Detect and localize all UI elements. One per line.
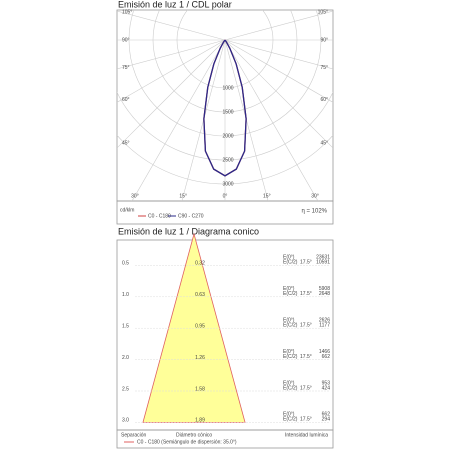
ec2-value: 1177 <box>319 323 330 329</box>
ec2-label: E(C/2) <box>283 385 298 391</box>
angle-tick-label: 90° <box>122 37 130 43</box>
separation-label: Separación <box>121 432 147 438</box>
e0-label: E(0°) <box>283 318 295 324</box>
angle-tick-label: 60° <box>320 97 328 103</box>
diameter-value: 1.89 <box>195 418 205 424</box>
e0-value: 1466 <box>319 349 330 355</box>
intensity-label: Intensidad lumínica <box>285 432 328 438</box>
r-tick-label: 1500 <box>222 109 233 115</box>
half-angle: 17.5° <box>300 323 312 329</box>
ec2-label: E(C/2) <box>283 354 298 360</box>
ec2-label: E(C/2) <box>283 260 298 266</box>
diameter-value: 1.26 <box>195 355 205 361</box>
ec2-label: E(C/2) <box>283 323 298 329</box>
grid-spoke <box>117 39 226 70</box>
legend-label: C90 - C270 <box>178 213 204 219</box>
angle-tick-label: 45° <box>320 140 328 146</box>
angle-tick-label: 0° <box>223 193 228 199</box>
polar-curve <box>203 39 247 177</box>
e0-value: 953 <box>322 380 331 386</box>
e0-label: E(0°) <box>283 412 295 418</box>
grid-spoke <box>117 10 226 41</box>
distance-label: 3.0 <box>122 418 129 424</box>
e0-value: 662 <box>322 412 331 418</box>
distance-label: 2.5 <box>122 386 129 392</box>
legend-label: C0 - C180 (Semiángulo de dispersión: 35.… <box>137 439 237 445</box>
polar-grid <box>117 10 333 201</box>
diameter-value: 0.63 <box>195 292 205 298</box>
angle-tick-label: 105° <box>318 10 328 16</box>
grid-spoke <box>224 39 333 149</box>
cone-title: Emisión de luz 1 / Diagrama conico <box>118 226 259 236</box>
e0-label: E(0°) <box>283 380 295 386</box>
cone-legend-frame <box>116 429 334 449</box>
diameter-value: 0.32 <box>195 261 205 267</box>
ec2-label: E(C/2) <box>283 417 298 423</box>
angle-tick-label: 90° <box>320 37 328 43</box>
angle-tick-label: 30° <box>311 193 319 199</box>
ec2-value: 424 <box>322 385 331 391</box>
half-angle: 17.5° <box>300 417 312 423</box>
angle-tick-label: 105° <box>122 10 132 16</box>
distance-label: 1.5 <box>122 324 129 330</box>
ec2-value: 10591 <box>316 260 330 266</box>
angle-tick-label: 45° <box>122 140 130 146</box>
ec2-value: 294 <box>322 417 331 423</box>
diameter-label: Diámetro cónico <box>176 432 212 438</box>
e0-value: 5908 <box>319 286 330 292</box>
angle-tick-label: 75° <box>320 65 328 71</box>
angle-tick-label: 15° <box>263 193 271 199</box>
distance-label: 1.0 <box>122 292 129 298</box>
e0-value: 23631 <box>316 255 330 261</box>
ec2-label: E(C/2) <box>283 291 298 297</box>
distance-label: 2.0 <box>122 355 129 361</box>
half-angle: 17.5° <box>300 291 312 297</box>
e0-label: E(0°) <box>283 349 295 355</box>
e0-label: E(0°) <box>283 286 295 292</box>
grid-spoke <box>181 39 226 201</box>
r-tick-label: 2500 <box>222 157 233 163</box>
e0-label: E(0°) <box>283 255 295 261</box>
grid-spoke <box>224 39 333 70</box>
grid-spoke <box>117 39 226 103</box>
angle-tick-label: 60° <box>122 97 130 103</box>
legend-label: C0 - C180 <box>148 213 171 219</box>
grid-spoke <box>224 10 333 41</box>
r-tick-label: 3000 <box>222 181 233 187</box>
ec2-value: 662 <box>322 354 331 360</box>
grid-spoke <box>224 39 319 201</box>
half-angle: 17.5° <box>300 385 312 391</box>
diameter-value: 0.95 <box>195 324 205 330</box>
e0-value: 2626 <box>319 318 330 324</box>
polar-title: Emisión de luz 1 / CDL polar <box>118 0 232 9</box>
efficiency: η = 102% <box>301 209 327 215</box>
angle-tick-label: 75° <box>122 65 130 71</box>
half-angle: 17.5° <box>300 260 312 266</box>
grid-spoke <box>224 39 333 103</box>
unit-label: cd/klm <box>120 207 134 213</box>
r-tick-label: 2000 <box>222 133 233 139</box>
grid-spoke <box>117 39 226 149</box>
diameter-value: 1.58 <box>195 386 205 392</box>
angle-tick-label: 15° <box>179 193 187 199</box>
distance-label: 0.5 <box>122 261 129 267</box>
grid-spoke <box>224 39 269 201</box>
grid-spoke <box>131 39 226 201</box>
r-tick-label: 1000 <box>222 85 233 91</box>
angle-tick-label: 30° <box>131 193 139 199</box>
ec2-value: 2648 <box>319 291 330 297</box>
half-angle: 17.5° <box>300 354 312 360</box>
